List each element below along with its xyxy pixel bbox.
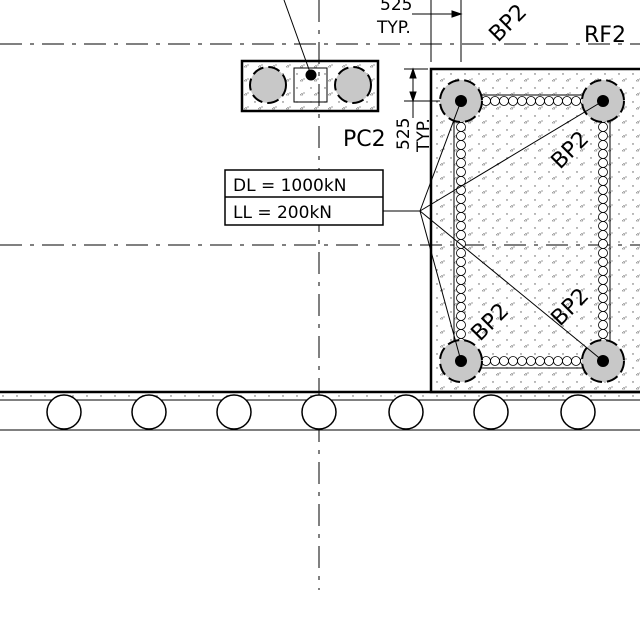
pile bbox=[301, 394, 337, 430]
pile bbox=[216, 394, 252, 430]
live-load-text: LL = 200kN bbox=[233, 203, 332, 223]
pile bbox=[560, 394, 596, 430]
dimension-side-typ: TYP. bbox=[414, 118, 434, 153]
pile bbox=[473, 394, 509, 430]
dimension-top bbox=[412, 0, 463, 62]
dimension-top-value: 525 bbox=[380, 0, 412, 15]
pile bbox=[46, 394, 82, 430]
dimension-side-value: 525 bbox=[394, 118, 414, 150]
pile bbox=[131, 394, 167, 430]
load-distribution-lines bbox=[419, 100, 604, 362]
load-table: DL = 1000kN LL = 200kN bbox=[224, 169, 420, 226]
pile bbox=[388, 394, 424, 430]
pile-cap-pc2 bbox=[240, 0, 380, 113]
label-bp2-main: BP2 bbox=[485, 0, 533, 47]
label-pc2: PC2 bbox=[343, 127, 386, 152]
pile-cap-bp2 bbox=[419, 67, 640, 394]
leader-line bbox=[283, 0, 312, 76]
label-rf2: RF2 bbox=[584, 23, 626, 48]
dead-load-text: DL = 1000kN bbox=[233, 176, 346, 196]
dimension-side bbox=[404, 67, 440, 118]
dimension-top-typ: TYP. bbox=[376, 18, 411, 38]
pile-row bbox=[46, 394, 596, 430]
